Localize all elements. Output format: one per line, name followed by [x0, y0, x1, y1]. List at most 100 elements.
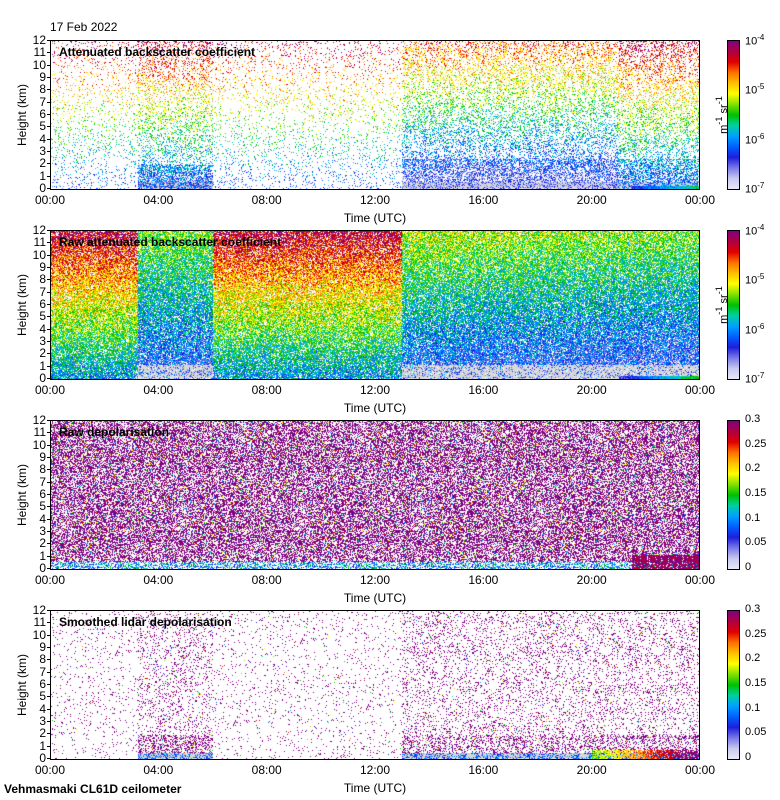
- y-tick-mark: [47, 506, 51, 508]
- y-tick-label: 1: [39, 168, 46, 183]
- x-tick-label: 04:00: [143, 763, 174, 777]
- y-tick-mark: [47, 745, 51, 747]
- y-tick-mark: [47, 518, 51, 520]
- colorbar-tick-label: 0: [745, 561, 752, 573]
- colorbar-tick-label: 10-5: [745, 82, 765, 97]
- heatmap-plot: Attenuated backscatter coefficient: [50, 40, 700, 190]
- x-tick-label: 04:00: [143, 573, 174, 587]
- colorbar-tick-label: 0.25: [745, 627, 767, 640]
- y-tick-label: 4: [39, 511, 46, 526]
- colorbar-tick-label: 10-4: [745, 223, 765, 238]
- y-tick-mark: [47, 304, 51, 305]
- heatmap-canvas: [51, 41, 699, 189]
- y-tick-mark: [47, 64, 51, 66]
- date-label: 17 Feb 2022: [50, 20, 118, 34]
- colorbar-unit: m-1 sr-1: [707, 90, 737, 140]
- y-tick-mark: [47, 420, 51, 421]
- y-tick-mark: [47, 684, 51, 685]
- x-axis-label: Time (UTC): [343, 211, 407, 225]
- y-tick-label: 5: [39, 309, 46, 324]
- colorbar-tick-label: 0.15: [745, 677, 767, 689]
- y-tick-mark: [47, 163, 51, 165]
- colorbar-tick-label: 10-4: [745, 33, 765, 48]
- colorbar: [727, 420, 740, 570]
- colorbar-tick-label: 0: [745, 751, 752, 763]
- y-tick-label: 4: [39, 701, 46, 716]
- colorbar: [727, 40, 740, 190]
- y-tick-label: 7: [39, 284, 46, 299]
- x-tick-label: 08:00: [251, 573, 282, 587]
- y-tick-label: 11: [33, 45, 46, 60]
- y-tick-label: 0: [39, 371, 46, 385]
- y-tick-mark: [47, 647, 51, 648]
- x-axis-label: Time (UTC): [343, 591, 407, 605]
- y-tick-label: 1: [39, 548, 46, 563]
- y-tick-label: 10: [32, 627, 46, 642]
- y-tick-mark: [47, 242, 51, 244]
- panel-title: Raw attenuated backscatter coefficient: [59, 235, 282, 249]
- x-axis-label: Time (UTC): [343, 401, 407, 415]
- x-tick-label: 08:00: [251, 193, 282, 207]
- y-tick-label: 1: [39, 738, 46, 753]
- colorbar-tick-label: 10-6: [745, 131, 765, 147]
- y-tick-label: 6: [39, 297, 46, 311]
- y-tick-label: 8: [39, 272, 46, 287]
- y-tick-mark: [47, 457, 51, 458]
- y-tick-label: 4: [39, 321, 46, 336]
- x-tick-label: 00:00: [34, 193, 66, 207]
- panel-title: Raw depolarisation: [59, 425, 170, 439]
- colorbar-tick-label: 0.2: [745, 462, 761, 475]
- y-tick-label: 7: [39, 664, 46, 679]
- y-tick-mark: [47, 622, 51, 624]
- y-tick-mark: [47, 89, 51, 91]
- colorbar-tick-label: 10-6: [745, 321, 765, 337]
- y-tick-mark: [47, 151, 51, 152]
- panel-title: Smoothed lidar depolarisation: [59, 615, 232, 629]
- y-tick-label: 12: [32, 413, 46, 427]
- y-tick-label: 5: [39, 499, 46, 514]
- colorbar: [727, 610, 740, 760]
- y-tick-mark: [47, 279, 51, 281]
- y-tick-mark: [47, 708, 51, 710]
- y-tick-mark: [47, 188, 51, 189]
- y-tick-mark: [47, 610, 51, 611]
- y-tick-label: 1: [39, 358, 46, 373]
- colorbar-tick-label: 0.1: [745, 511, 761, 524]
- y-tick-mark: [47, 634, 51, 636]
- y-tick-mark: [47, 444, 51, 446]
- y-tick-mark: [47, 733, 51, 735]
- x-tick-label: 08:00: [251, 763, 282, 777]
- x-tick-label: 16:00: [468, 573, 499, 587]
- x-tick-label: 16:00: [468, 763, 499, 777]
- y-tick-label: 2: [39, 346, 46, 361]
- y-tick-label: 9: [39, 450, 46, 464]
- colorbar-tick-label: 0.3: [745, 603, 761, 615]
- panel-attenuated-backscatter: Height (km) Attenuated backscatter coeff…: [0, 33, 780, 230]
- y-tick-mark: [47, 365, 51, 367]
- y-tick-mark: [47, 291, 51, 293]
- colorbar-tick-label: 0.05: [745, 536, 767, 549]
- y-tick-label: 8: [39, 652, 46, 667]
- y-tick-label: 6: [39, 107, 46, 121]
- x-tick-label: 12:00: [359, 193, 391, 207]
- x-tick-label: 00:00: [34, 763, 66, 777]
- y-tick-label: 7: [39, 94, 46, 109]
- y-tick-mark: [47, 341, 51, 342]
- colorbar: [727, 230, 740, 380]
- heatmap-plot: Smoothed lidar depolarisation: [50, 610, 700, 760]
- colorbar-tick-label: 0.1: [745, 701, 761, 714]
- x-tick-label: 20:00: [576, 573, 607, 587]
- y-tick-mark: [47, 138, 51, 140]
- y-tick-mark: [47, 230, 51, 231]
- x-tick-label: 08:00: [251, 383, 282, 397]
- x-tick-label: 00:00: [684, 573, 716, 587]
- y-tick-label: 6: [39, 677, 46, 691]
- colorbar-unit: m-1 sr-1: [707, 280, 737, 330]
- x-tick-label: 20:00: [576, 763, 607, 777]
- y-tick-label: 12: [32, 223, 46, 237]
- y-tick-mark: [47, 126, 51, 128]
- y-tick-mark: [47, 40, 51, 41]
- y-tick-mark: [47, 101, 51, 103]
- colorbar-tick-label: 0.05: [745, 726, 767, 739]
- y-tick-label: 2: [39, 536, 46, 551]
